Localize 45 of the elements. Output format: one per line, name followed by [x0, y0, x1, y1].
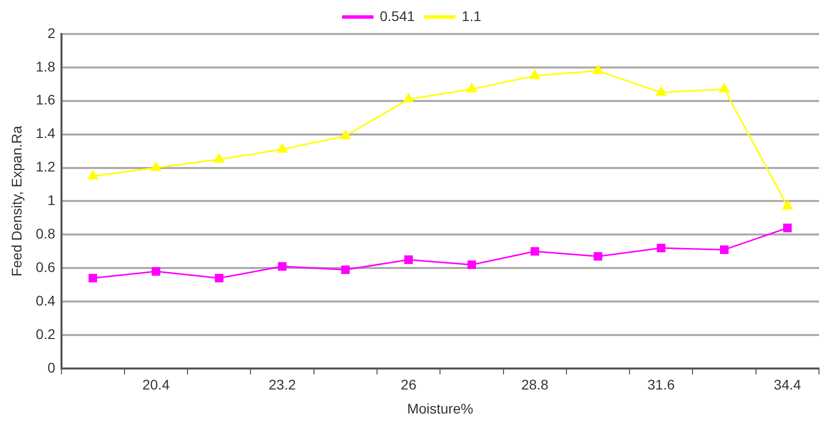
x-tick-label: 31.6 [648, 376, 675, 393]
y-tick-label: 0.4 [36, 292, 56, 308]
y-tick-label: 1.6 [36, 92, 56, 108]
point [530, 70, 540, 80]
point [150, 162, 162, 172]
point [341, 265, 350, 274]
y-tick-label: 1.2 [36, 158, 56, 175]
point [152, 267, 160, 276]
point [214, 274, 224, 282]
y-tick-label: 0.8 [36, 226, 56, 242]
point [594, 252, 602, 261]
y-tick-label: 1 [47, 192, 56, 208]
point [656, 244, 666, 252]
legend-label: 1.1 [462, 8, 482, 24]
legend-label: 0.541 [380, 8, 415, 24]
point [466, 83, 477, 92]
point [214, 154, 224, 163]
point [340, 130, 350, 140]
x-tick-label: 23.2 [268, 376, 296, 393]
x-axis-title: Moisture% [407, 400, 474, 416]
y-tick-label: 1.4 [36, 125, 56, 142]
point [404, 255, 413, 264]
point [88, 274, 98, 282]
point [656, 86, 666, 96]
point [530, 247, 540, 256]
point [467, 260, 476, 270]
x-tick-label: 20.4 [142, 376, 170, 393]
point [403, 93, 414, 102]
point [278, 262, 287, 271]
x-tick-label: 34.4 [774, 376, 802, 393]
point [782, 200, 793, 210]
y-tick-label: 0.2 [36, 326, 56, 342]
point [719, 83, 730, 92]
y-tick-label: 2 [47, 24, 56, 41]
y-tick-label: 0.6 [36, 258, 56, 275]
point [720, 245, 729, 254]
y-tick-label: 1.8 [36, 58, 56, 74]
point [88, 170, 98, 180]
point [277, 144, 288, 153]
y-axis-title: Feed Density, Expan.Ra [8, 126, 24, 277]
y-tick-label: 0 [47, 359, 56, 376]
x-tick-label: 26 [400, 376, 417, 393]
point [783, 224, 792, 232]
x-tick-label: 28.8 [521, 376, 549, 393]
point [592, 65, 604, 74]
